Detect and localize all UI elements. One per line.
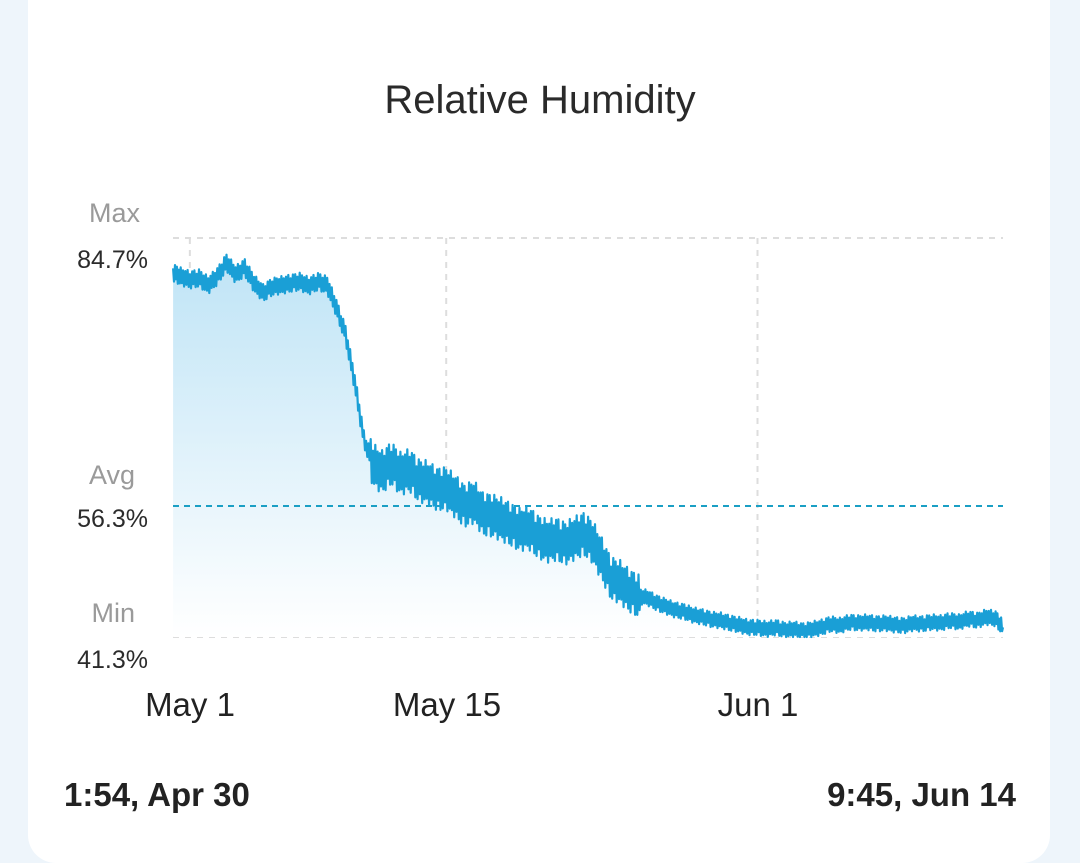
x-tick-label: Jun 1 <box>717 686 799 723</box>
avg-value: 56.3% <box>77 505 148 533</box>
max-value: 84.7% <box>77 246 148 274</box>
humidity-line <box>172 253 1005 639</box>
humidity-area <box>173 254 1004 637</box>
range-end-time: 9:45, Jun 14 <box>827 776 1016 813</box>
avg-caption: Avg <box>88 460 135 490</box>
x-tick-label: May 1 <box>145 686 235 723</box>
max-caption: Max <box>88 198 140 228</box>
min-value: 41.3% <box>77 646 148 674</box>
min-caption: Min <box>91 598 135 628</box>
range-start-time: 1:54, Apr 30 <box>64 776 250 813</box>
x-tick-label: May 15 <box>392 686 502 723</box>
chart-title: Relative Humidity <box>384 78 696 122</box>
